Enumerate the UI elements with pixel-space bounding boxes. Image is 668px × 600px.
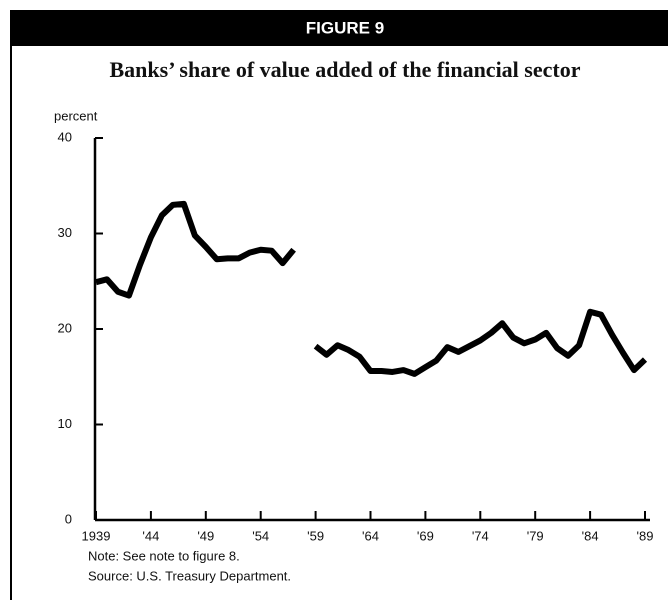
x-tick-label: '89: [637, 528, 654, 543]
y-tick-label: 0: [65, 511, 72, 526]
figure-label: FIGURE 9: [306, 18, 384, 37]
y-tick-label: 20: [58, 320, 72, 335]
x-tick-label: '44: [142, 528, 159, 543]
x-tick-label: '59: [307, 528, 324, 543]
x-tick-label: '69: [417, 528, 434, 543]
note: Note: See note to figure 8.: [88, 548, 240, 563]
x-tick-label: '49: [197, 528, 214, 543]
x-tick-label: '64: [362, 528, 379, 543]
chart-title: Banks’ share of value added of the finan…: [110, 57, 581, 82]
x-tick-label: '54: [252, 528, 269, 543]
x-tick-label: '74: [472, 528, 489, 543]
data-line: [95, 200, 648, 377]
y-tick-label: 10: [58, 416, 72, 431]
y-axis-label: percent: [54, 108, 98, 123]
header-bar: [10, 10, 668, 46]
x-tick-label: 1939: [82, 528, 111, 543]
y-tick-label: 40: [58, 129, 72, 144]
note: Source: U.S. Treasury Department.: [88, 568, 291, 583]
y-tick-label: 30: [58, 225, 72, 240]
x-tick-label: '79: [527, 528, 544, 543]
x-tick-label: '84: [582, 528, 599, 543]
